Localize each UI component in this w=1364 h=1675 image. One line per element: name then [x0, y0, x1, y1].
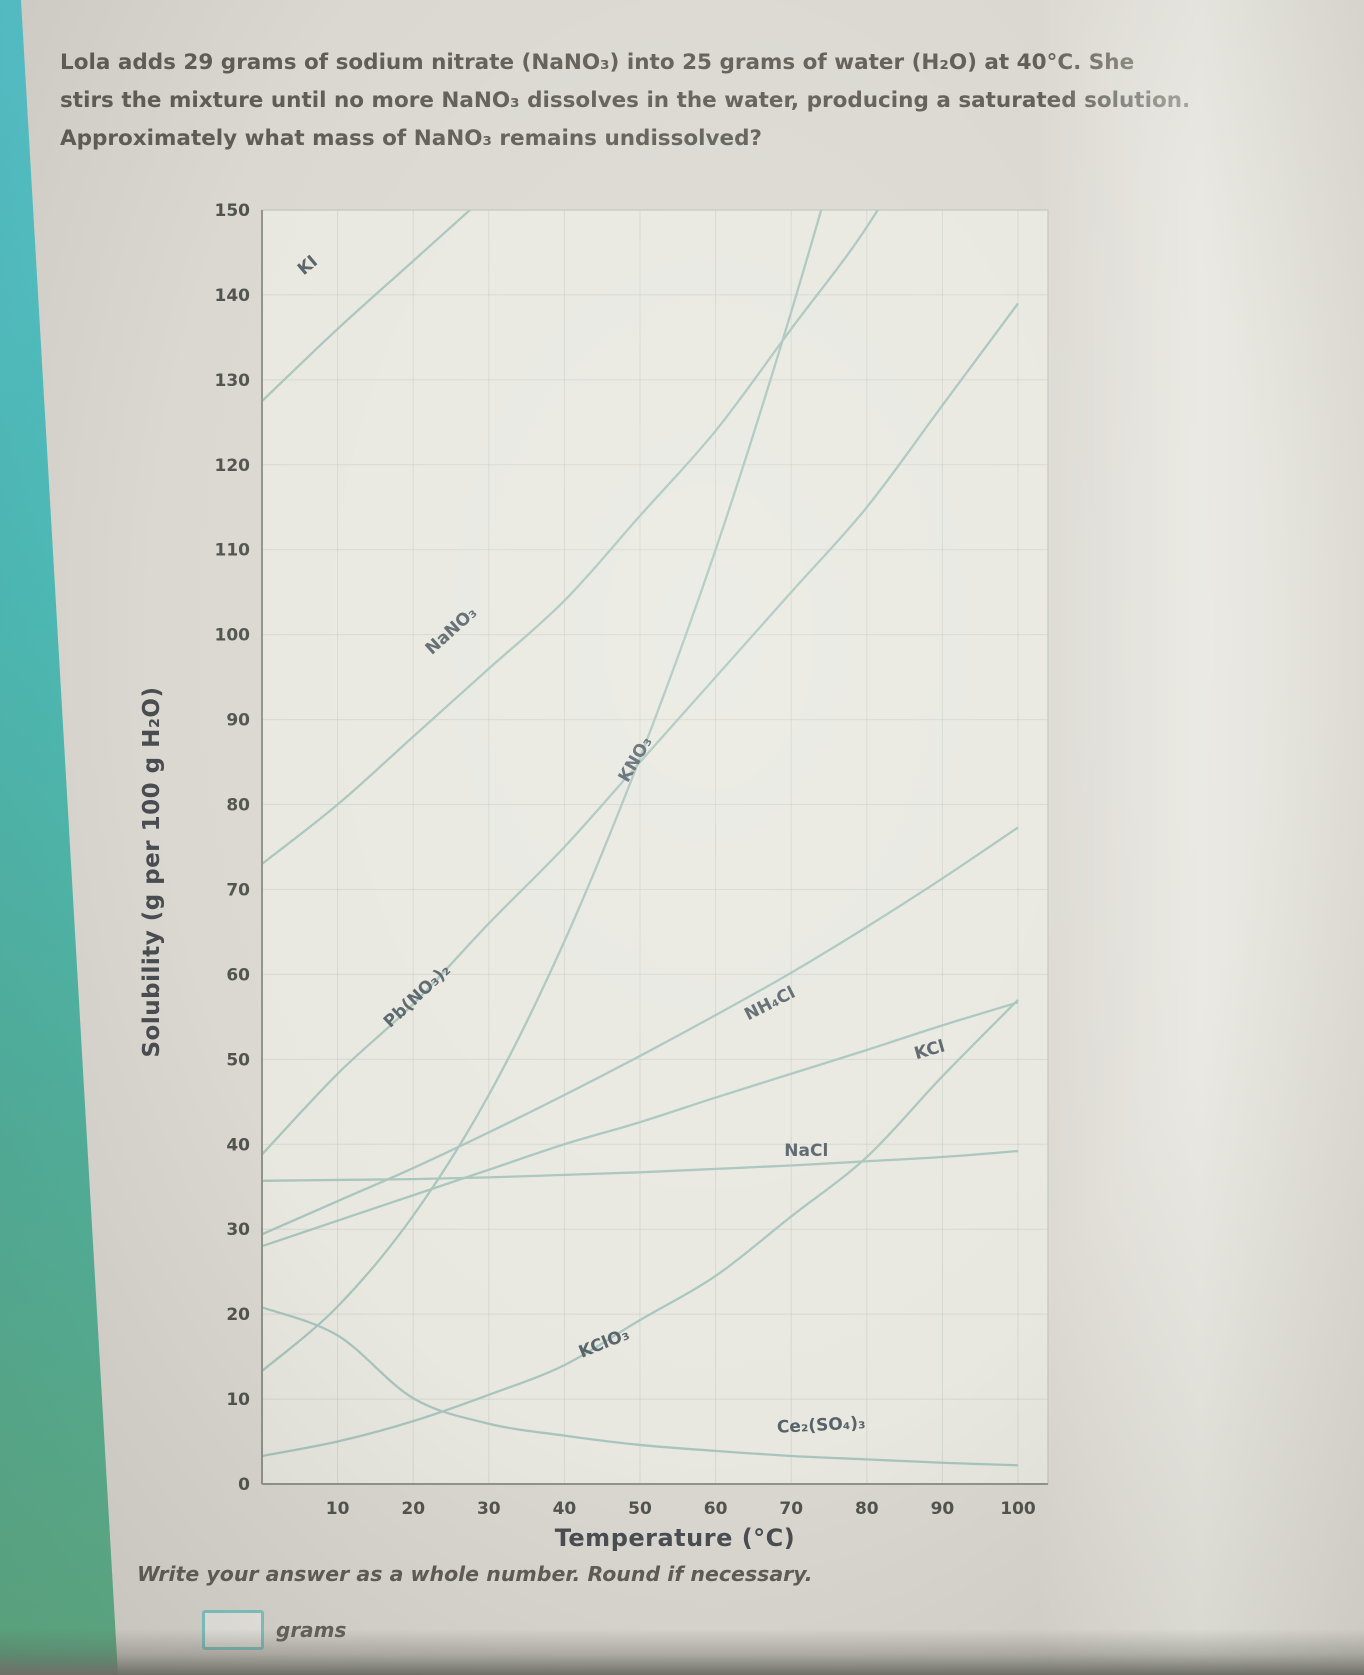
screen-edge-stripe — [0, 0, 118, 1675]
question-line-2: stirs the mixture until no more NaNO₃ di… — [60, 88, 1191, 113]
y-tick-40: 40 — [226, 1135, 250, 1155]
solubility-chart: KI NaNO₃ KNO₃ Pb(NO₃)₂ NH₄Cl KCl NaCl KClO₃ Ce₂(… — [198, 182, 1098, 1576]
y-tick-150: 150 — [215, 201, 251, 221]
plot-area — [262, 210, 1048, 1484]
x-tick-100: 100 — [1000, 1499, 1036, 1519]
y-tick-110: 110 — [215, 541, 251, 561]
x-tick-90: 90 — [931, 1499, 955, 1519]
answer-row: grams — [202, 1610, 346, 1650]
y-tick-120: 120 — [215, 456, 251, 476]
y-tick-70: 70 — [226, 880, 250, 900]
x-tick-80: 80 — [855, 1499, 879, 1519]
question-line-1: Lola adds 29 grams of sodium nitrate (Na… — [60, 50, 1135, 75]
answer-instruction: Write your answer as a whole number. Rou… — [137, 1562, 813, 1586]
x-tick-50: 50 — [628, 1499, 652, 1519]
y-tick-50: 50 — [226, 1050, 250, 1070]
answer-input[interactable] — [202, 1610, 264, 1650]
y-tick-20: 20 — [226, 1305, 250, 1325]
y-tick-30: 30 — [226, 1220, 250, 1240]
y-tick-10: 10 — [226, 1390, 250, 1410]
curve-label-NaCl: NaCl — [784, 1141, 828, 1161]
x-tick-10: 10 — [326, 1499, 350, 1519]
y-tick-100: 100 — [215, 626, 251, 646]
x-tick-60: 60 — [704, 1499, 728, 1519]
question-line-3: Approximately what mass of NaNO₃ remains… — [60, 126, 763, 151]
x-tick-labels: 10 20 30 40 50 60 70 80 90 100 — [326, 1499, 1036, 1519]
x-tick-40: 40 — [553, 1499, 577, 1519]
y-tick-80: 80 — [226, 796, 250, 816]
x-tick-30: 30 — [477, 1499, 501, 1519]
x-axis-title: Temperature (°C) — [555, 1524, 796, 1552]
x-tick-20: 20 — [401, 1499, 425, 1519]
y-tick-90: 90 — [226, 711, 250, 731]
y-axis-title: Solubility (g per 100 g H₂O) — [139, 686, 165, 1058]
question-text: Lola adds 29 grams of sodium nitrate (Na… — [60, 44, 1220, 158]
x-tick-70: 70 — [779, 1499, 803, 1519]
y-tick-130: 130 — [215, 371, 251, 391]
y-tick-140: 140 — [215, 286, 251, 306]
answer-unit-label: grams — [276, 1618, 347, 1642]
y-tick-60: 60 — [226, 965, 250, 985]
y-tick-labels: 0 10 20 30 40 50 60 70 80 90 100 110 120 130 140 150 — [215, 201, 251, 1495]
y-tick-0: 0 — [238, 1475, 250, 1495]
